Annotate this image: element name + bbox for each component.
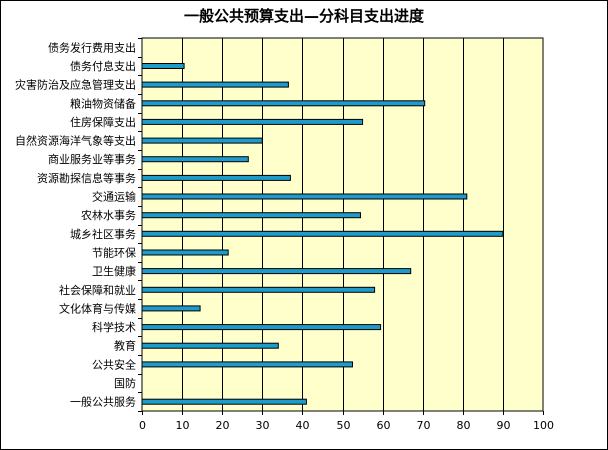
bar xyxy=(141,137,263,144)
x-tick-label: 60 xyxy=(377,419,391,432)
bar xyxy=(141,342,279,349)
bar xyxy=(141,193,468,200)
x-tick-label: 70 xyxy=(417,419,431,432)
bar xyxy=(141,174,291,181)
category-label: 公共安全 xyxy=(92,357,136,371)
x-tick-label: 50 xyxy=(337,419,351,432)
bar xyxy=(141,156,249,163)
category-label: 农林水事务 xyxy=(81,208,136,222)
bar xyxy=(141,230,504,237)
category-label: 债务付息支出 xyxy=(70,59,136,73)
x-tick-label: 10 xyxy=(176,419,190,432)
bars xyxy=(141,63,504,405)
plot-area xyxy=(141,37,544,412)
category-label: 资源勘探信息等事务 xyxy=(37,171,136,185)
x-tick-label: 30 xyxy=(256,419,270,432)
bar xyxy=(141,249,229,256)
chart-title: 一般公共预算支出—分科目支出进度 xyxy=(184,7,425,25)
category-label: 商业服务业等事务 xyxy=(48,152,136,166)
category-label: 一般公共服务 xyxy=(70,396,136,409)
bar xyxy=(141,118,364,125)
bar xyxy=(141,268,412,275)
x-tick-label: 0 xyxy=(139,419,146,432)
category-label: 国防 xyxy=(114,376,136,390)
category-label: 灾害防治及应急管理支出 xyxy=(15,78,136,92)
x-tick-label: 100 xyxy=(533,419,554,432)
category-label: 交通运输 xyxy=(92,190,136,204)
bar xyxy=(141,212,361,219)
x-tick-labels: 0 10 20 30 40 50 60 70 80 90 100 xyxy=(138,38,554,432)
category-label: 科学技术 xyxy=(92,320,136,334)
bar xyxy=(141,324,382,331)
x-tick-label: 20 xyxy=(216,419,230,432)
grid-lines xyxy=(182,38,504,411)
bar xyxy=(141,305,201,312)
category-label: 社会保障和就业 xyxy=(59,283,136,297)
bar xyxy=(141,100,426,107)
category-label: 粮油物资储备 xyxy=(70,96,136,110)
bar xyxy=(141,361,353,368)
bar xyxy=(141,63,185,69)
category-label: 节能环保 xyxy=(92,246,136,260)
category-label: 城乡社区事务 xyxy=(70,227,136,241)
category-label: 住房保障支出 xyxy=(70,115,136,129)
category-label: 债务发行费用支出 xyxy=(48,40,136,54)
bar xyxy=(141,81,289,88)
category-label: 文化体育与传媒 xyxy=(59,301,136,315)
category-labels: 债务发行费用支出债务付息支出灾害防治及应急管理支出粮油物资储备住房保障支出自然资… xyxy=(15,40,136,408)
category-label: 自然资源海洋气象等支出 xyxy=(15,134,136,148)
x-tick-label: 90 xyxy=(497,419,511,432)
bar xyxy=(141,398,307,405)
category-label: 教育 xyxy=(114,339,136,353)
x-tick-label: 80 xyxy=(457,419,471,432)
bar xyxy=(141,286,376,293)
category-label: 卫生健康 xyxy=(92,264,136,278)
x-tick-label: 40 xyxy=(296,419,310,432)
